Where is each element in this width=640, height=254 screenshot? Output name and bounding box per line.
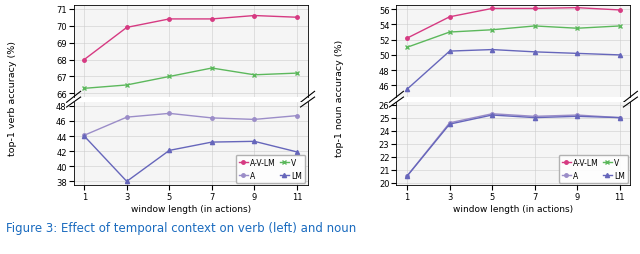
X-axis label: window length (in actions): window length (in actions) [453, 204, 573, 213]
Legend: A-V-LM, A, V, LM: A-V-LM, A, V, LM [236, 155, 305, 183]
X-axis label: window length (in actions): window length (in actions) [131, 204, 251, 213]
Text: Figure 3: Effect of temporal context on verb (left) and noun: Figure 3: Effect of temporal context on … [6, 221, 356, 234]
Legend: A-V-LM, A, V, LM: A-V-LM, A, V, LM [559, 155, 628, 183]
Text: top-1 verb accuracy (%): top-1 verb accuracy (%) [8, 41, 17, 155]
Text: top-1 noun accuracy (%): top-1 noun accuracy (%) [335, 39, 344, 156]
